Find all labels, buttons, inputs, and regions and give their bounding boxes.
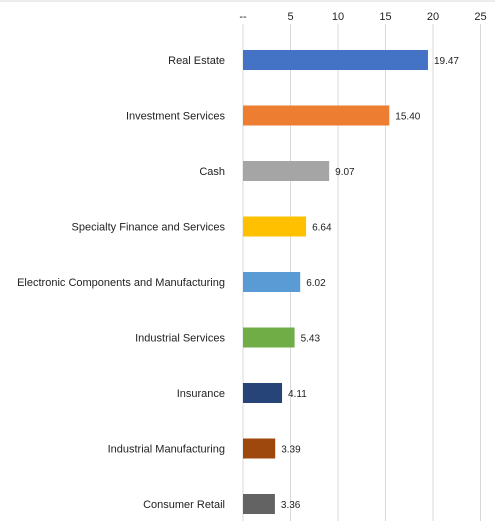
x-tick-label: 10	[332, 11, 344, 23]
x-tick-label: 15	[379, 11, 391, 23]
bars	[243, 50, 428, 514]
category-label: Cash	[199, 166, 225, 178]
category-label: Consumer Retail	[143, 499, 225, 511]
x-tick-label: --	[239, 11, 247, 23]
bar	[243, 438, 276, 459]
value-labels: 19.47 15.40 9.07 6.64 6.02 5.43 4.11 3.39 3.36	[281, 56, 460, 511]
bar	[243, 272, 301, 292]
category-labels: Real Estate Investment Services Cash Specia…	[17, 55, 225, 511]
data-label: 6.02	[306, 278, 326, 289]
x-tick-label: 25	[474, 11, 486, 23]
category-label: Industrial Services	[135, 333, 225, 345]
bar	[243, 327, 295, 348]
bar	[243, 161, 330, 181]
data-label: 5.43	[301, 334, 321, 345]
data-label: 19.47	[434, 56, 459, 67]
x-tick-label: 20	[427, 11, 439, 23]
data-label: 3.36	[281, 500, 301, 511]
category-label: Specialty Finance and Services	[72, 222, 226, 234]
category-label: Electronic Components and Manufacturing	[17, 277, 225, 289]
bar	[243, 50, 428, 70]
data-label: 15.40	[395, 112, 420, 123]
x-tick-label: 5	[287, 11, 293, 23]
bar	[243, 383, 283, 403]
data-label: 4.11	[288, 389, 307, 400]
bar	[243, 105, 390, 126]
category-label: Industrial Manufacturing	[108, 444, 225, 456]
category-label: Insurance	[177, 388, 225, 400]
bar	[243, 494, 275, 514]
category-label: Real Estate	[168, 55, 225, 67]
data-label: 9.07	[335, 167, 355, 178]
data-label: 3.39	[281, 445, 301, 456]
bar	[243, 216, 307, 237]
data-label: 6.64	[312, 223, 332, 234]
x-axis-ticks: -- 5 10 15 20 25	[239, 11, 486, 23]
category-label: Investment Services	[126, 111, 226, 123]
